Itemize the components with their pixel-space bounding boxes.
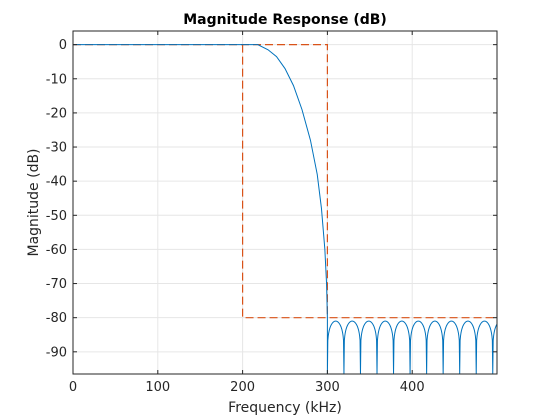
tick-marks [72, 31, 497, 374]
y-tick-label: -80 [46, 311, 67, 326]
x-tick-label: 400 [400, 380, 425, 395]
y-tick-label: -40 [46, 175, 67, 190]
stopband-spec-line [242, 44, 497, 319]
plot-area [73, 31, 497, 374]
x-axis-label: Frequency (kHz) [228, 400, 342, 416]
x-tick-label: 0 [69, 380, 77, 395]
y-tick-label: -30 [46, 141, 67, 156]
x-tick-label: 300 [315, 380, 340, 395]
x-tick-label: 100 [145, 380, 170, 395]
chart-title: Magnitude Response (dB) [183, 12, 387, 28]
y-tick-label: -10 [46, 72, 67, 87]
y-tick-label: -70 [46, 277, 67, 292]
data-layer [73, 44, 497, 374]
y-tick-label: -60 [46, 243, 67, 258]
y-tick-label: -90 [46, 345, 67, 360]
magnitude-response-line [73, 44, 497, 374]
y-axis-label: Magnitude (dB) [26, 148, 42, 256]
x-tick-label: 200 [230, 380, 255, 395]
y-tick-label: -20 [46, 106, 67, 121]
tick-labels: 0 100 200 300 400 0 -10 -20 -30 -40 -50 -60 -70 -80 -9… [46, 38, 425, 395]
y-tick-label: 0 [59, 38, 67, 53]
axes-box [72, 30, 498, 375]
y-tick-label: -50 [46, 209, 67, 224]
